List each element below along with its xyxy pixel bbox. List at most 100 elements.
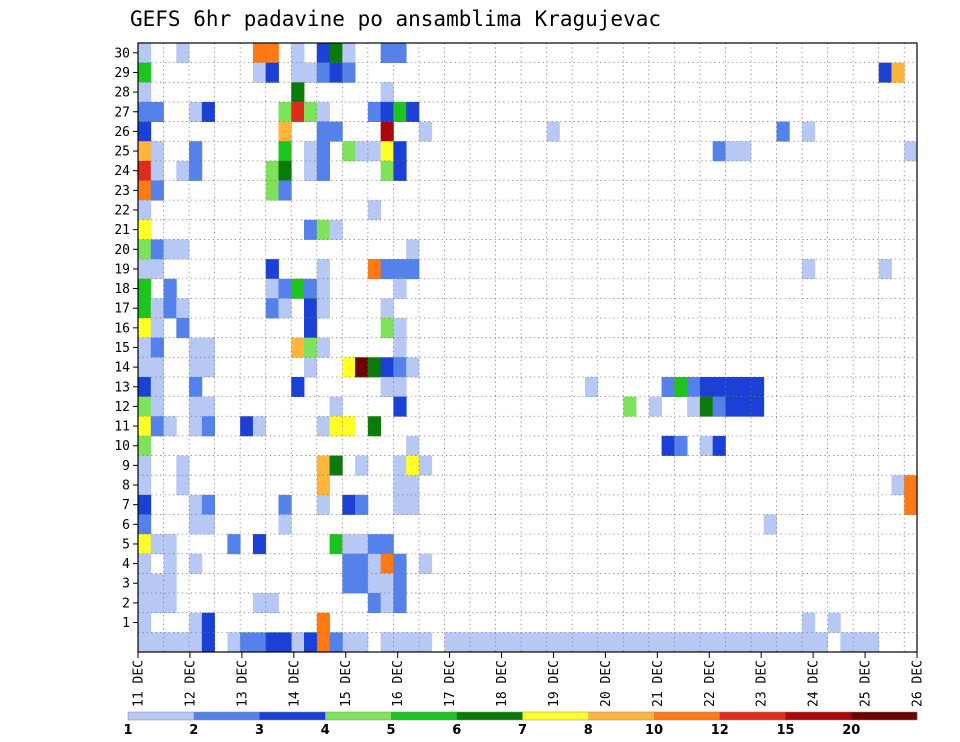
colorbar: 1 2 3 4 5 6 7 8 10 12 15 20 bbox=[123, 711, 918, 738]
heatmap-cell bbox=[623, 632, 637, 653]
heatmap-cell bbox=[150, 239, 164, 260]
heatmap-cell bbox=[674, 632, 688, 653]
heatmap-cell bbox=[470, 632, 484, 653]
y-axis: 1234567891011121314151617181920212223242… bbox=[114, 46, 138, 631]
y-tick-label: 23 bbox=[114, 184, 130, 199]
y-tick-label: 8 bbox=[122, 479, 130, 494]
heatmap-cell bbox=[201, 396, 216, 417]
heatmap-cell bbox=[138, 298, 152, 319]
x-axis: 11 DEC 12 DEC 13 DEC 14 DEC 15 DEC 16 DEC 17 D… bbox=[132, 652, 926, 707]
heatmap-cell bbox=[138, 337, 152, 358]
heatmap-cell bbox=[252, 43, 267, 64]
heatmap-cell bbox=[750, 376, 765, 398]
colorbar-label: 1 bbox=[123, 723, 132, 738]
colorbar-swatch bbox=[325, 712, 392, 720]
heatmap-cell bbox=[367, 416, 382, 437]
heatmap-cell bbox=[750, 396, 765, 417]
heatmap-cell bbox=[176, 632, 190, 653]
heatmap-cell bbox=[252, 632, 267, 653]
heatmap-cell bbox=[138, 612, 152, 633]
heatmap-cell bbox=[891, 475, 905, 496]
heatmap-cell bbox=[316, 298, 330, 319]
y-tick-label: 25 bbox=[114, 145, 130, 160]
colorbar-swatch bbox=[522, 712, 589, 720]
heatmap-cell bbox=[674, 435, 688, 456]
heatmap-cell bbox=[393, 318, 407, 339]
x-tick-label: 25 DEC bbox=[859, 660, 874, 707]
heatmap-cell bbox=[316, 160, 330, 181]
heatmap-cell bbox=[304, 318, 318, 339]
heatmap-cell bbox=[138, 259, 152, 280]
y-tick-label: 27 bbox=[114, 105, 130, 120]
heatmap-cell bbox=[342, 494, 356, 515]
heatmap-cell bbox=[559, 632, 573, 653]
heatmap-cell bbox=[278, 160, 292, 181]
heatmap-cell bbox=[189, 337, 203, 358]
heatmap-cell bbox=[342, 141, 356, 162]
heatmap-cell bbox=[316, 278, 330, 299]
heatmap-cell bbox=[393, 278, 407, 299]
heatmap-cell bbox=[278, 101, 292, 122]
colorbar-label: 10 bbox=[645, 723, 663, 738]
heatmap-cell bbox=[291, 62, 305, 83]
heatmap-cell bbox=[265, 43, 279, 64]
heatmap-cell bbox=[265, 180, 279, 201]
heatmap-cell bbox=[763, 514, 777, 535]
heatmap-cell bbox=[291, 101, 305, 122]
heatmap-cell bbox=[687, 632, 701, 653]
heatmap-cell bbox=[393, 632, 407, 653]
heatmap-cell bbox=[904, 141, 918, 162]
heatmap-cell bbox=[725, 376, 739, 398]
y-tick-label: 22 bbox=[114, 203, 130, 218]
heatmap-cell bbox=[699, 632, 714, 653]
heatmap-cell bbox=[138, 376, 152, 398]
heatmap-cell bbox=[406, 101, 420, 122]
x-tick-label: 23 DEC bbox=[755, 660, 770, 707]
colorbar-label: 4 bbox=[321, 723, 330, 738]
colorbar-frame bbox=[127, 711, 918, 721]
heatmap-cell bbox=[380, 43, 394, 64]
heatmap-cell bbox=[802, 632, 816, 653]
x-tick-label: 11 DEC bbox=[132, 660, 147, 707]
heatmap-cell bbox=[189, 357, 203, 378]
heatmap-cell bbox=[725, 396, 739, 417]
heatmap-cell bbox=[138, 239, 152, 260]
heatmap-cell bbox=[610, 632, 624, 653]
heatmap-cell bbox=[265, 259, 279, 280]
heatmap-cell bbox=[648, 396, 662, 417]
y-tick-label: 13 bbox=[114, 380, 130, 395]
heatmap-cell bbox=[367, 141, 382, 162]
heatmap-cell bbox=[138, 62, 152, 83]
colorbar-label: 7 bbox=[518, 723, 527, 738]
heatmap-cell bbox=[482, 632, 496, 653]
colorbar-label: 20 bbox=[842, 723, 860, 738]
heatmap-cell bbox=[316, 455, 330, 476]
heatmap-cell bbox=[291, 337, 305, 358]
heatmap-cell bbox=[712, 141, 726, 162]
y-tick-label: 21 bbox=[114, 223, 130, 238]
heatmap-cell bbox=[750, 632, 765, 653]
y-tick-label: 2 bbox=[122, 596, 130, 611]
heatmap-cell bbox=[189, 141, 203, 162]
heatmap-cell bbox=[150, 632, 164, 653]
heatmap-cell bbox=[278, 494, 292, 515]
heatmap-cell bbox=[150, 259, 164, 280]
heatmap-cell bbox=[495, 632, 509, 653]
y-tick-label: 3 bbox=[122, 577, 130, 592]
heatmap-cell bbox=[406, 239, 420, 260]
heatmap-cell bbox=[240, 632, 254, 653]
heatmap-cell bbox=[380, 101, 394, 122]
heatmap-cell bbox=[406, 357, 420, 378]
heatmap-cell bbox=[176, 455, 190, 476]
heatmap-cell bbox=[163, 534, 177, 555]
heatmap-cell bbox=[176, 43, 190, 64]
heatmap-cell bbox=[138, 416, 152, 437]
heatmap-cell bbox=[699, 435, 714, 456]
y-tick-label: 16 bbox=[114, 321, 130, 336]
colorbar-label: 3 bbox=[255, 723, 264, 738]
heatmap-cell bbox=[329, 121, 343, 142]
heatmap-cell bbox=[380, 376, 394, 398]
heatmap-cell bbox=[150, 180, 164, 201]
x-tick-label: 16 DEC bbox=[391, 660, 406, 707]
heatmap-cell bbox=[546, 632, 560, 653]
